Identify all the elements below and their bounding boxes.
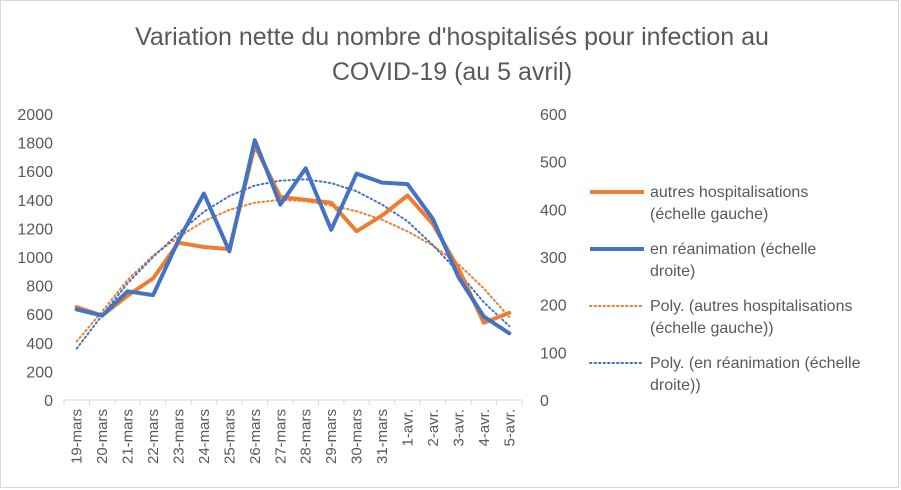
x-tick-label: 1-avr. [400, 409, 417, 447]
x-tick-label: 29-mars [323, 409, 340, 464]
x-tick-label: 3-avr. [450, 409, 467, 447]
line-series-1 [74, 138, 512, 336]
y-right-tick-label: 600 [540, 107, 567, 124]
legend-label-1: droite) [650, 263, 695, 280]
x-tick-label: 22-mars [145, 409, 162, 464]
y-right-tick-label: 100 [540, 345, 567, 362]
x-tick-label: 21-mars [120, 409, 137, 464]
x-tick-label: 25-mars [221, 409, 238, 464]
x-tick-label: 28-mars [298, 409, 315, 464]
x-tick-label: 23-mars [171, 409, 188, 464]
x-tick-label: 4-avr. [476, 409, 493, 447]
x-tick-label: 30-mars [349, 409, 366, 464]
chart-title-line-2: COVID-19 (au 5 avril) [332, 58, 572, 86]
y-left-tick-label: 1000 [17, 250, 53, 267]
legend-label-3: droite)) [650, 377, 701, 394]
y-left-tick-label: 800 [26, 279, 53, 296]
plot-area [74, 138, 512, 350]
line-series-0 [74, 143, 512, 325]
y-right-tick-label: 500 [540, 155, 567, 172]
x-tick-label: 27-mars [272, 409, 289, 464]
y-right-tick-label: 0 [540, 393, 549, 410]
x-tick-label: 31-mars [374, 409, 391, 464]
legend-label-0: autres hospitalisations [650, 184, 808, 201]
x-tick-label: 20-mars [94, 409, 111, 464]
y-axis-left: 0 200 400 600 800 1000 1200 1400 1600 1800 2000 [17, 107, 53, 410]
legend-label-2: (échelle gauche)) [650, 320, 774, 337]
y-left-tick-label: 1800 [17, 136, 53, 153]
y-right-tick-label: 300 [540, 250, 567, 267]
x-tick-label: 19-mars [69, 409, 86, 464]
legend: autres hospitalisations (échelle gauche) e… [589, 184, 861, 394]
chart-title-line-1: Variation nette du nombre d'hospitalisés… [135, 23, 769, 51]
y-left-tick-label: 600 [26, 307, 53, 324]
y-left-tick-label: 200 [26, 364, 53, 381]
legend-label-3: Poly. (en réanimation (échelle [650, 355, 861, 372]
y-left-tick-label: 2000 [17, 107, 53, 124]
legend-label-2: Poly. (autres hospitalisations [650, 298, 852, 315]
legend-label-0: (échelle gauche) [650, 206, 768, 223]
y-right-tick-label: 400 [540, 202, 567, 219]
trendline-series-3 [75, 178, 511, 350]
x-tick-label: 5-avr. [501, 409, 518, 447]
y-left-tick-label: 1400 [17, 193, 53, 210]
trendline-series-2 [75, 198, 511, 343]
y-left-tick-label: 400 [26, 336, 53, 353]
y-left-tick-label: 0 [44, 393, 53, 410]
y-right-tick-label: 200 [540, 298, 567, 315]
x-tick-label: 26-mars [247, 409, 264, 464]
legend-label-1: en réanimation (échelle [650, 241, 816, 258]
y-left-tick-label: 1200 [17, 221, 53, 238]
x-tick-label: 24-mars [196, 409, 213, 464]
x-tick-label: 2-avr. [425, 409, 442, 447]
y-left-tick-label: 1600 [17, 164, 53, 181]
y-axis-right: 0 100 200 300 400 500 600 [540, 107, 567, 410]
x-axis: 19-mars 20-mars 21-mars 22-mars 23-mars 24-ma… [63, 400, 523, 464]
